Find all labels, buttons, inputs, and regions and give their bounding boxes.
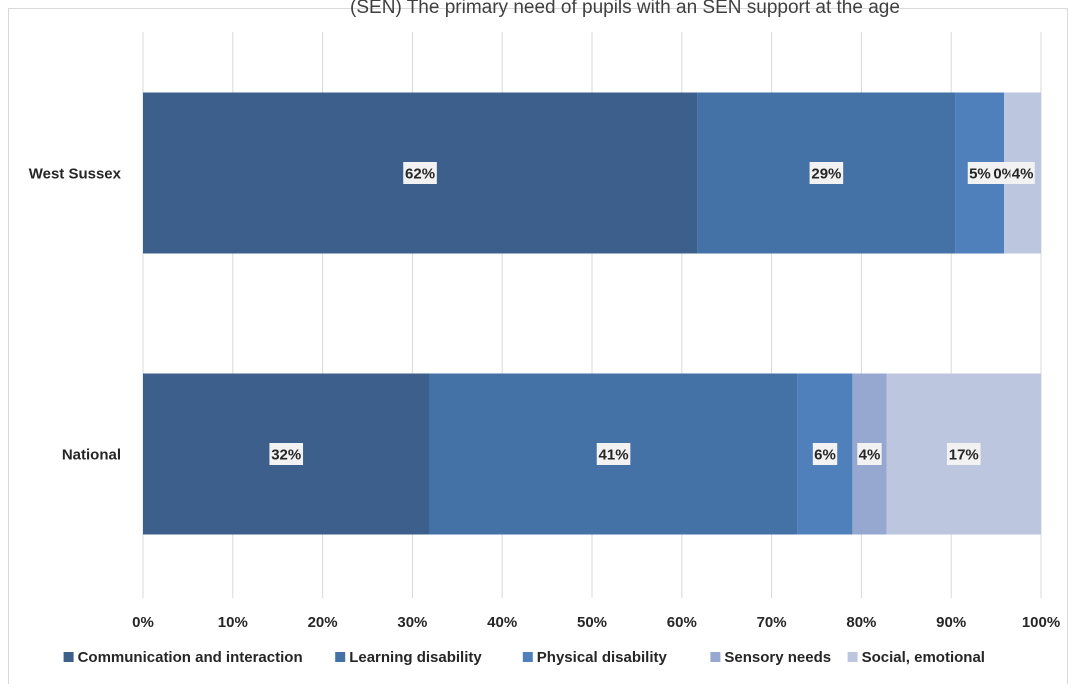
data-label-box <box>596 443 631 465</box>
data-label: 62% <box>403 162 437 184</box>
legend-swatch <box>335 652 346 662</box>
legend-swatch <box>847 652 858 662</box>
legend-label: Physical disability <box>537 649 668 666</box>
x-tick-label: 80% <box>846 614 876 631</box>
x-tick-label: 10% <box>218 614 248 631</box>
data-label-box <box>812 443 838 465</box>
data-label-text: 4% <box>1012 166 1034 183</box>
legend-label: Learning disability <box>349 649 482 666</box>
legend-label: Social, emotional <box>862 649 985 666</box>
x-tick-label: 60% <box>667 614 697 631</box>
x-tick-label: 30% <box>397 614 427 631</box>
legend-item-communication-and-interaction: Communication and interaction <box>63 649 303 666</box>
data-label: 29% <box>809 162 844 184</box>
clipped-top-text: (SEN) The primary need of pupils with an… <box>350 0 900 18</box>
legend-item-learning-disability: Learning disability <box>335 649 482 666</box>
data-label-text: 6% <box>814 447 836 464</box>
legend-label: Communication and interaction <box>78 649 303 666</box>
data-label-box <box>1010 162 1035 184</box>
category-label: West Sussex <box>29 166 122 183</box>
data-label-box <box>403 162 437 184</box>
data-label: 17% <box>946 443 981 465</box>
data-label: 4% <box>1010 162 1035 184</box>
legend-item-physical-disability: Physical disability <box>522 649 668 666</box>
x-tick-label: 40% <box>487 614 517 631</box>
data-label-text: 4% <box>859 447 881 464</box>
legend-item-sensory-needs: Sensory needs <box>710 649 831 666</box>
legend-label: Sensory needs <box>724 649 831 666</box>
data-label-box <box>946 443 981 465</box>
x-tick-label: 90% <box>936 614 966 631</box>
data-label: 4% <box>857 443 882 465</box>
data-label: 6% <box>812 443 838 465</box>
data-label-text: 62% <box>405 166 435 183</box>
x-tick-label: 50% <box>577 614 607 631</box>
data-label-text: 17% <box>949 447 979 464</box>
data-label: 0% <box>991 162 1017 184</box>
x-tick-label: 100% <box>1022 614 1060 631</box>
data-label-text: 41% <box>599 447 629 464</box>
data-label-text: 32% <box>271 447 301 464</box>
legend-swatch <box>63 652 74 662</box>
x-tick-label: 0% <box>132 614 154 631</box>
data-label-box <box>809 162 844 184</box>
data-label-box <box>967 162 993 184</box>
axes: 0% 10% 20% 30% 40% 50% 60% 70% 80% 90% 100% West Su… <box>29 166 1060 632</box>
data-label-text: 0% <box>993 166 1015 183</box>
legend: Communication and interaction Learning di… <box>63 649 985 666</box>
data-label-box <box>991 162 1017 184</box>
data-label-box <box>857 443 882 465</box>
legend-swatch <box>522 652 533 662</box>
data-label: 5% <box>967 162 993 184</box>
data-labels: 62% 29% 5% 0%4%32% 41% 6% 4% 17% <box>269 162 1035 465</box>
category-label: National <box>62 447 121 464</box>
legend-item-social-emotional: Social, emotional <box>847 649 985 666</box>
data-label-box <box>269 443 304 465</box>
data-label-text: 29% <box>811 166 841 183</box>
data-label: 41% <box>596 443 631 465</box>
x-tick-label: 20% <box>308 614 338 631</box>
data-label-text: 5% <box>969 166 991 183</box>
data-label: 32% <box>269 443 304 465</box>
x-tick-label: 70% <box>757 614 787 631</box>
legend-swatch <box>710 652 721 662</box>
